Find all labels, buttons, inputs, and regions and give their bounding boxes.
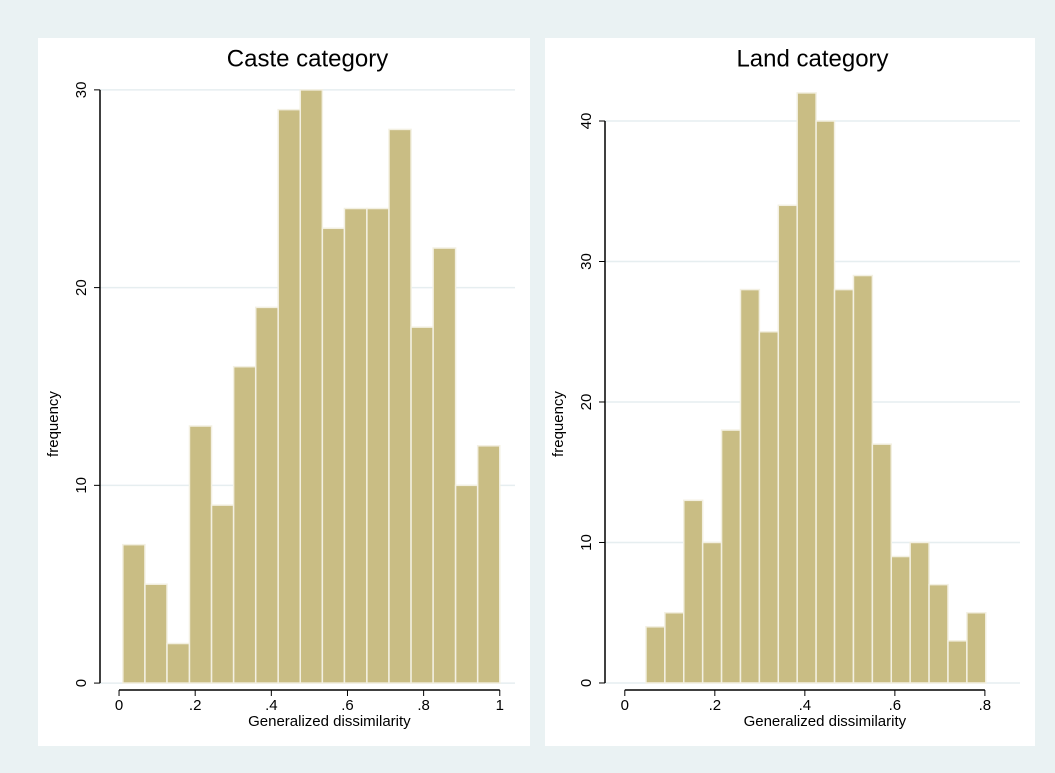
bar	[758, 330, 780, 684]
x-tick-label: 1	[496, 697, 504, 714]
y-tick-label: 10	[73, 477, 90, 494]
y-axis-label: frequency	[45, 391, 62, 457]
y-tick-label: 10	[578, 534, 595, 551]
bar	[432, 247, 457, 684]
bar	[277, 108, 302, 684]
x-tick-label: .8	[417, 697, 430, 714]
bar	[871, 443, 893, 684]
bar	[852, 274, 874, 684]
bar	[321, 227, 346, 684]
bar	[701, 541, 723, 684]
x-tick-label: 0	[115, 697, 123, 714]
bar	[664, 611, 685, 684]
bar	[232, 365, 257, 684]
bar	[720, 429, 742, 684]
x-tick-label: .6	[341, 697, 354, 714]
x-axis-label: Generalized dissimilarity	[248, 713, 411, 730]
bar	[928, 583, 949, 684]
y-tick-label: 30	[73, 82, 90, 99]
y-tick-label: 0	[578, 679, 595, 687]
x-tick-label: .8	[979, 697, 992, 714]
x-tick-label: .6	[889, 697, 902, 714]
x-tick-label: .2	[189, 697, 202, 714]
bar	[122, 543, 146, 684]
y-tick-label: 40	[578, 113, 595, 130]
y-tick-label: 20	[73, 279, 90, 296]
x-tick-label: .4	[265, 697, 278, 714]
y-axis-label: frequency	[550, 391, 567, 457]
bar	[833, 288, 855, 684]
chart-title: Land category	[736, 45, 888, 72]
bar	[410, 326, 434, 684]
x-tick-label: .2	[709, 697, 722, 714]
bar	[454, 484, 479, 684]
bar	[947, 640, 968, 684]
bar	[366, 207, 390, 684]
bar	[166, 642, 191, 684]
bar	[683, 499, 704, 684]
bar	[188, 425, 213, 684]
bar	[254, 306, 279, 684]
x-axis-label: Generalized dissimilarity	[744, 713, 907, 730]
bar	[966, 611, 987, 684]
bar	[796, 92, 817, 684]
bar	[890, 555, 911, 684]
bar	[909, 541, 930, 684]
bar	[645, 626, 666, 684]
y-tick-label: 20	[578, 394, 595, 411]
x-tick-label: .4	[799, 697, 812, 714]
bar	[777, 204, 798, 684]
bar	[210, 504, 235, 684]
bar	[476, 445, 501, 684]
bar	[299, 89, 324, 684]
chart-title: Caste category	[227, 45, 388, 72]
bar	[144, 583, 168, 684]
x-tick-label: 0	[621, 697, 629, 714]
bar	[343, 207, 368, 684]
y-tick-label: 30	[578, 253, 595, 270]
y-tick-label: 0	[73, 679, 90, 687]
bar	[815, 120, 836, 684]
bar	[388, 128, 412, 684]
bar	[739, 288, 761, 684]
